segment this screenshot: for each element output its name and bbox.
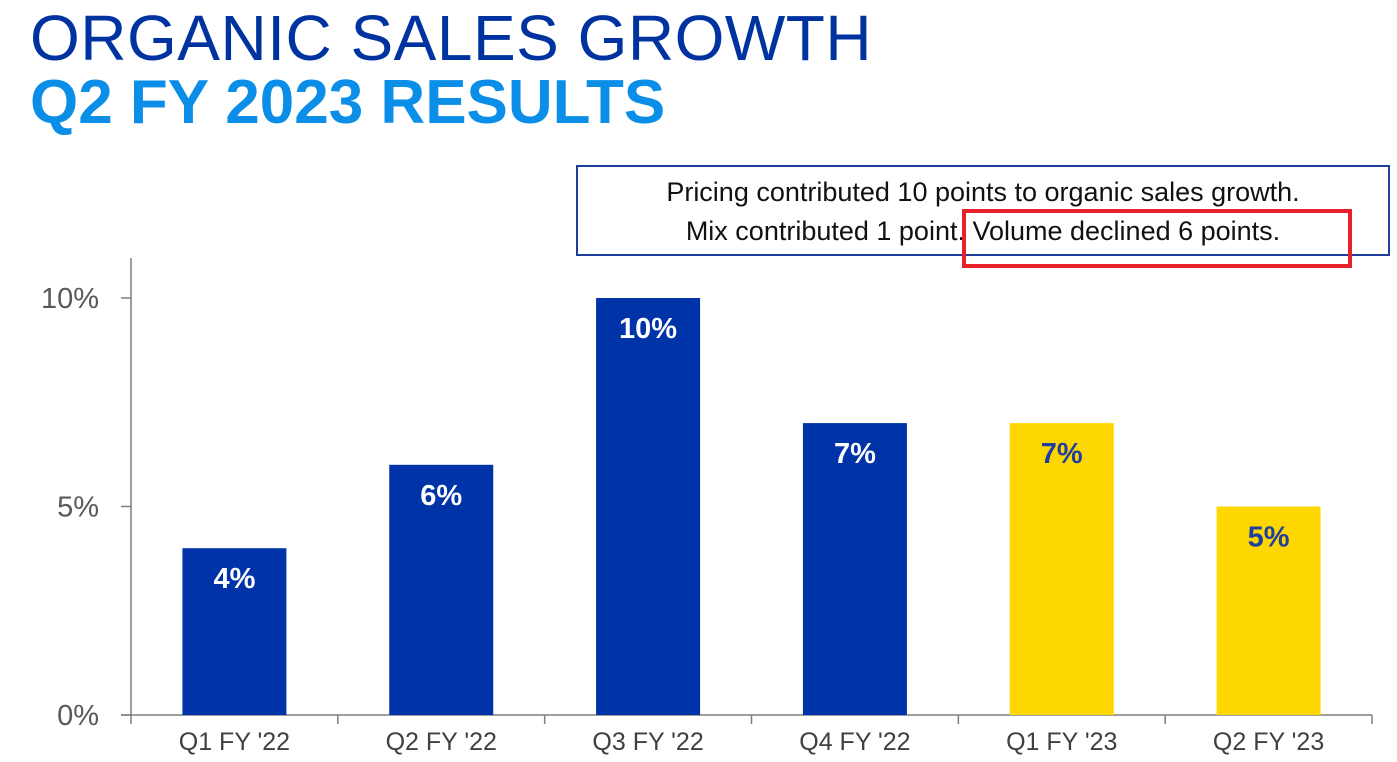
y-tick-label: 10% — [41, 283, 99, 315]
x-category-label: Q1 FY '23 — [1006, 728, 1117, 756]
callout-line-1: Pricing contributed 10 points to organic… — [666, 177, 1300, 207]
bar — [802, 423, 907, 715]
x-category-label: Q2 FY '23 — [1213, 728, 1324, 756]
bar — [389, 464, 494, 715]
bar-value-label: 4% — [213, 563, 255, 595]
bar — [1216, 506, 1321, 715]
x-category-label: Q2 FY '22 — [386, 728, 497, 756]
y-tick-label: 0% — [57, 700, 99, 732]
callout-line-2-start: Mix contributed 1 point. — [685, 216, 973, 246]
highlight-box — [962, 209, 1352, 268]
bar — [182, 548, 287, 715]
x-category-label: Q1 FY '22 — [179, 728, 290, 756]
bar-value-label: 10% — [619, 313, 677, 345]
callout-line-2-highlight: Volume declined 6 points. — [972, 216, 1281, 246]
bar — [1009, 423, 1114, 715]
bar-value-label: 6% — [420, 480, 462, 512]
page-title: ORGANIC SALES GROWTH — [30, 2, 873, 74]
bar-value-label: 5% — [1248, 522, 1290, 554]
callout-line-2: Mix contributed 1 point. Volume declined… — [578, 215, 1388, 247]
page-subtitle: Q2 FY 2023 RESULTS — [30, 68, 666, 137]
callout-box: Pricing contributed 10 points to organic… — [576, 165, 1390, 256]
bar-value-label: 7% — [1041, 438, 1083, 470]
x-category-label: Q4 FY '22 — [799, 728, 910, 756]
x-category-label: Q3 FY '22 — [592, 728, 703, 756]
y-tick-label: 5% — [57, 492, 99, 524]
bar — [596, 298, 701, 715]
bar-value-label: 7% — [834, 438, 876, 470]
